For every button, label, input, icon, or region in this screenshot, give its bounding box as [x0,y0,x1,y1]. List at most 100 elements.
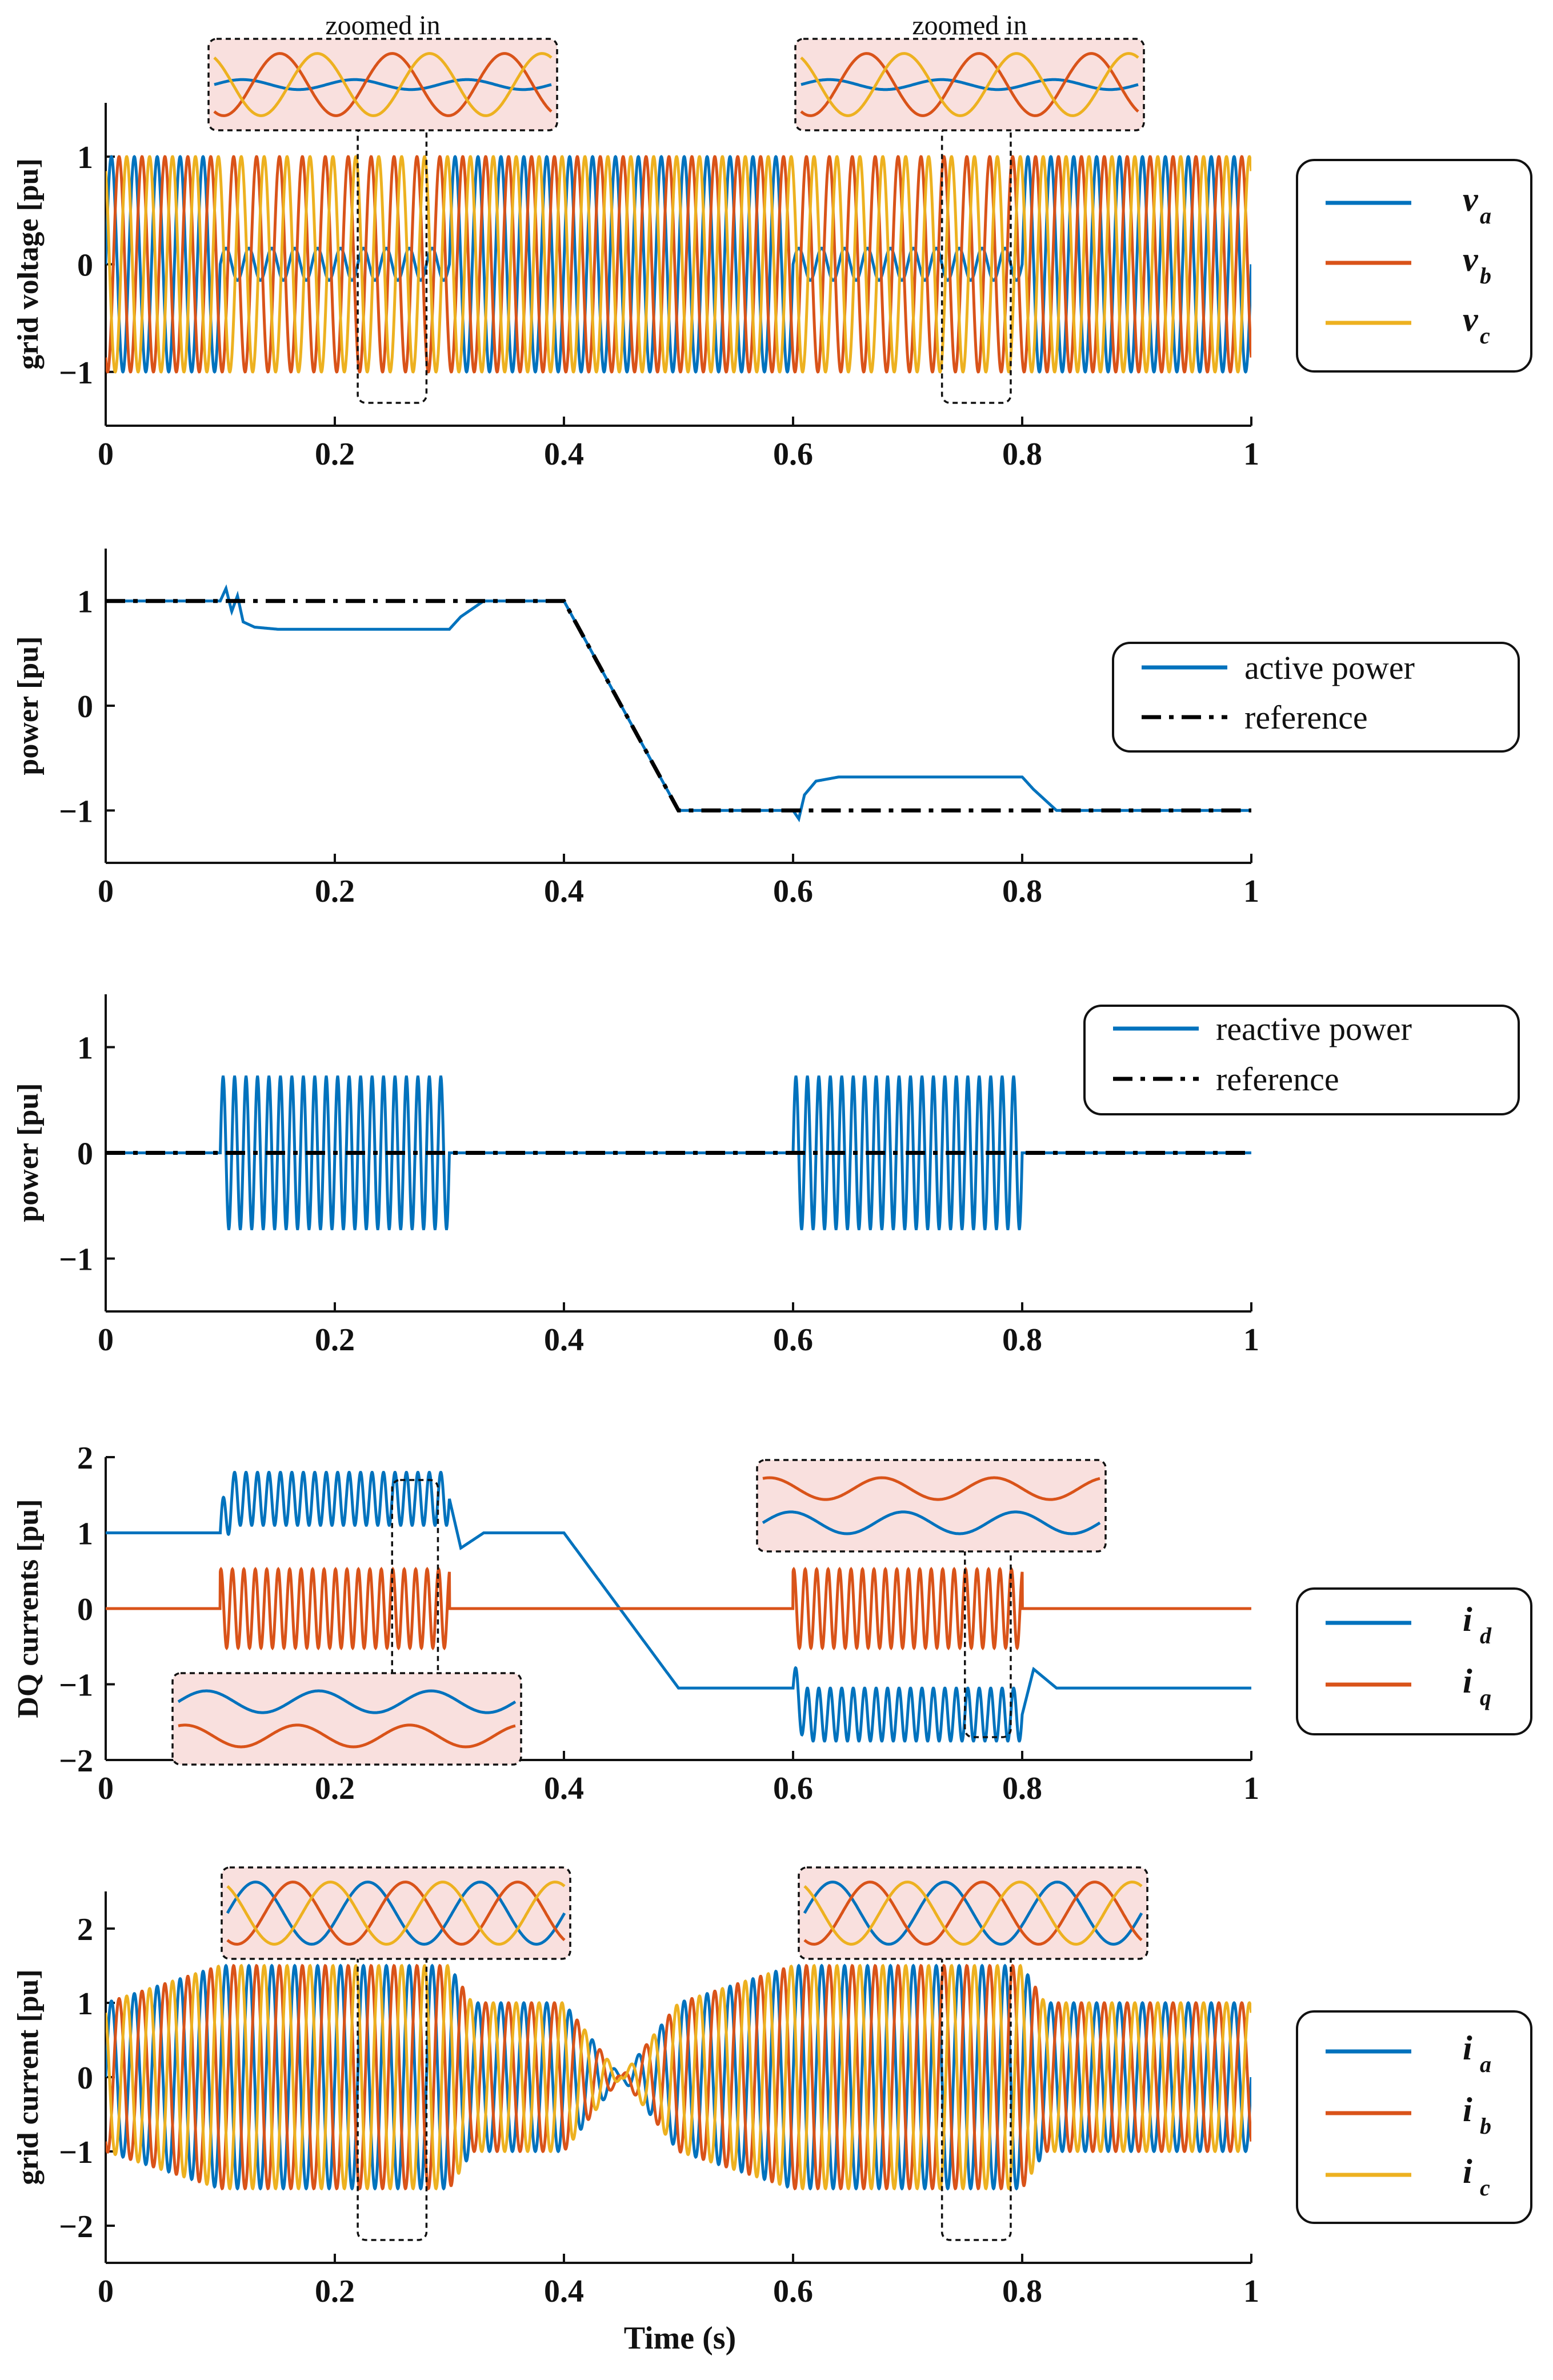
chart-grid-voltage: 0 0.2 0.4 0.6 0.8 1 −1 0 1 grid voltage [pu] zoome… [12,10,1532,472]
x-axis-title: Time (s) [624,2321,737,2356]
legend-label: reference [1216,1061,1339,1098]
zoom-window-box [940,125,1012,404]
zoom-inset [221,1866,571,1960]
y-tick-label: 0 [77,248,93,283]
legend-label-subscript: a [1480,2051,1491,2077]
y-tick-label: 1 [77,585,93,620]
x-tick-label: 0.6 [773,1771,813,1806]
y-tick-label: −1 [59,355,93,391]
x-tick-label: 0.6 [773,2274,813,2309]
legend-label: active power [1244,649,1415,686]
zoom-inset-curve [762,1476,1100,1501]
legend: active power reference [1112,642,1520,753]
plot-area [106,155,1251,374]
y-tick-label: 1 [77,1986,93,2022]
series-i-a [106,1963,1251,2191]
legend-box [1083,1005,1520,1115]
y-axis-title: power [pu] [12,636,45,775]
x-tick-label: 0.2 [315,1771,355,1806]
legend-label-subscript: d [1480,1623,1492,1649]
zoom-inset-frame [756,1459,1107,1553]
series-i-b [106,1963,1251,2191]
zoom-inset-curve [803,1881,1143,1946]
legend-label: v [1463,241,1479,278]
y-tick-label: 0 [77,1137,93,1172]
legend-label: v [1463,181,1479,218]
y-tick-label: −2 [59,2209,93,2245]
chart-dq-currents: 0 0.2 0.4 0.6 0.8 1 −2 −1 0 1 2 DQ currents [pu] i di… [12,1441,1532,1806]
legend-label: v [1463,301,1479,338]
y-tick-label: 1 [77,1031,93,1066]
x-tick-label: 0.4 [544,1771,584,1806]
chart-reactive-power: 0 0.2 0.4 0.6 0.8 1 −1 0 1 power [pu] reactive pow… [12,994,1520,1358]
y-tick-label: 2 [77,1441,93,1476]
x-tick-label: 0.4 [544,874,584,909]
y-axis-title: DQ currents [pu] [12,1499,45,1718]
zoom-window-box [964,1479,1012,1738]
zoom-inset-curve [226,1881,566,1946]
x-tick-label: 0.6 [773,437,813,472]
x-tick-label: 0.2 [315,437,355,472]
zoom-window-box [357,1913,428,2241]
x-tick-label: 1 [1243,874,1259,909]
zoom-window-box [940,1913,1012,2241]
zoom-label: zoomed in [325,10,440,41]
x-tick-label: 0.4 [544,1322,584,1358]
legend-label: i [1463,2029,1472,2067]
x-tick-label: 1 [1243,437,1259,472]
zoom-inset-curve [762,1510,1101,1535]
zoom-inset [171,1672,522,1766]
plot-area [106,1963,1251,2191]
y-tick-label: 0 [77,689,93,725]
legend-label-subscript: q [1480,1685,1491,1710]
plot-area [106,584,1251,823]
x-tick-label: 1 [1243,2274,1259,2309]
zoom-inset: zoomed in [207,10,558,131]
zoom-inset-curve [177,1689,517,1714]
x-tick-label: 0.8 [1002,2274,1042,2309]
legend: i di q [1296,1587,1532,1735]
y-axis-title: power [pu] [12,1083,45,1222]
x-tick-label: 1 [1243,1771,1259,1806]
y-tick-label: 1 [77,140,93,175]
zoom-inset-curve [213,52,553,117]
zoom-inset [756,1459,1107,1553]
series-reference [106,599,1251,813]
zoom-label: zoomed in [912,10,1027,41]
legend: reactive power reference [1083,1005,1520,1115]
y-tick-label: 2 [77,1912,93,1947]
zoom-inset-curve [178,1723,516,1749]
x-tick-label: 0 [98,437,114,472]
legend-label: i [1463,2153,1472,2190]
zoom-window-box [357,125,428,404]
zoom-inset-curve [800,52,1139,117]
legend-label: i [1463,2091,1472,2129]
x-tick-label: 0 [98,2274,114,2309]
legend-box [1296,159,1532,373]
y-axis-title: grid current [pu] [12,1969,45,2185]
x-tick-label: 0.4 [544,437,584,472]
legend: v av bv c [1296,159,1532,373]
x-tick-label: 0.6 [773,1322,813,1358]
series-i-q [106,1566,1251,1651]
legend-label: i [1463,1601,1472,1638]
legend-box [1296,1587,1532,1735]
x-tick-label: 0 [98,1322,114,1358]
y-tick-label: 0 [77,2061,93,2096]
zoom-inset-curve [803,1881,1143,1946]
series-active-power [106,584,1251,823]
x-tick-label: 0.8 [1002,1771,1042,1806]
x-tick-label: 0 [98,874,114,909]
legend-label-subscript: b [1480,2113,1491,2139]
y-tick-label: 1 [77,1517,93,1552]
x-tick-label: 0 [98,1771,114,1806]
zoom-inset-curve [803,1881,1143,1946]
zoom-inset [798,1866,1148,1960]
zoom-inset: zoomed in [794,10,1145,131]
x-tick-label: 0.2 [315,1322,355,1358]
series-v-b [106,155,1251,374]
x-tick-label: 0.8 [1002,1322,1042,1358]
plot-area [106,1471,1251,1743]
